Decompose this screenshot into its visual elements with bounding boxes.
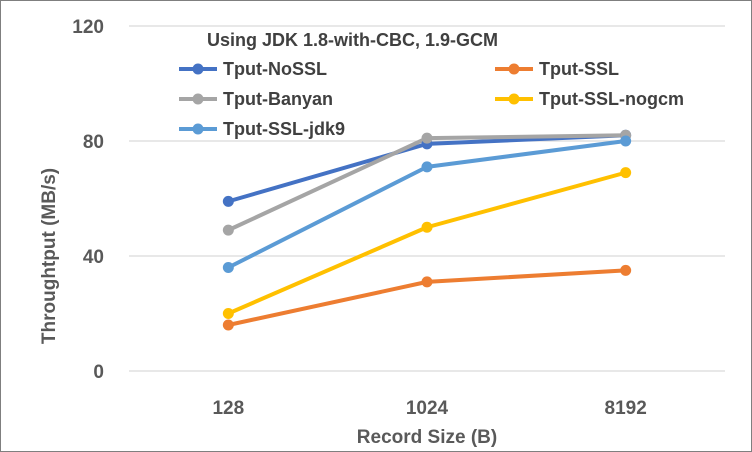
data-point-tput-ssl-nogcm (222, 308, 234, 319)
data-point-tput-ssl-nogcm (421, 221, 433, 233)
gridlines (129, 25, 725, 372)
legend-swatch-marker (192, 123, 204, 135)
series-line-tput-ssl-nogcm (226, 170, 628, 316)
legend-entry: Tput-Banyan (223, 89, 333, 109)
data-point-tput-ssl (620, 264, 632, 276)
y-tick-label: 120 (72, 17, 104, 38)
legend-swatch-marker (192, 63, 204, 75)
legend-entry: Tput-SSL (539, 59, 619, 79)
data-point-tput-ssl (421, 276, 433, 288)
legend-entry: Tput-SSL-nogcm (539, 89, 684, 109)
legend-entry: Tput-SSL-jdk9 (223, 119, 345, 139)
y-tick-labels: 0 40 80 120 (72, 17, 104, 383)
x-tick-label: 1024 (406, 398, 449, 419)
legend: Using JDK 1.8-with-CBC, 1.9-GCM Tput-NoS… (179, 30, 684, 139)
legend-title: Using JDK 1.8-with-CBC, 1.9-GCM (207, 30, 498, 50)
data-point-tput-ssl-jdk9 (222, 262, 234, 273)
data-point-tput-ssl-jdk9 (421, 161, 433, 173)
data-point-tput-banyan (222, 224, 234, 236)
data-point-tput-ssl (222, 319, 234, 331)
series-points (222, 129, 632, 331)
x-axis-title: Record Size (B) (357, 427, 497, 448)
data-point-tput-ssl-nogcm (620, 167, 632, 179)
x-tick-label: 8192 (605, 398, 647, 419)
legend-swatch-marker (508, 63, 520, 75)
y-tick-label: 0 (93, 362, 104, 383)
y-tick-label: 80 (83, 132, 104, 153)
y-axis-title: Throughtput (MB/s) (39, 168, 60, 344)
data-point-tput-nossl (222, 195, 234, 207)
legend-swatch-marker (508, 93, 520, 105)
legend-swatch-marker (192, 93, 204, 105)
x-tick-label: 128 (212, 398, 244, 419)
legend-entry: Tput-NoSSL (223, 59, 327, 79)
x-tick-labels: 128 1024 8192 (212, 398, 646, 419)
data-point-tput-ssl-jdk9 (620, 135, 632, 147)
data-point-tput-banyan (421, 132, 433, 144)
y-tick-label: 40 (83, 247, 104, 268)
